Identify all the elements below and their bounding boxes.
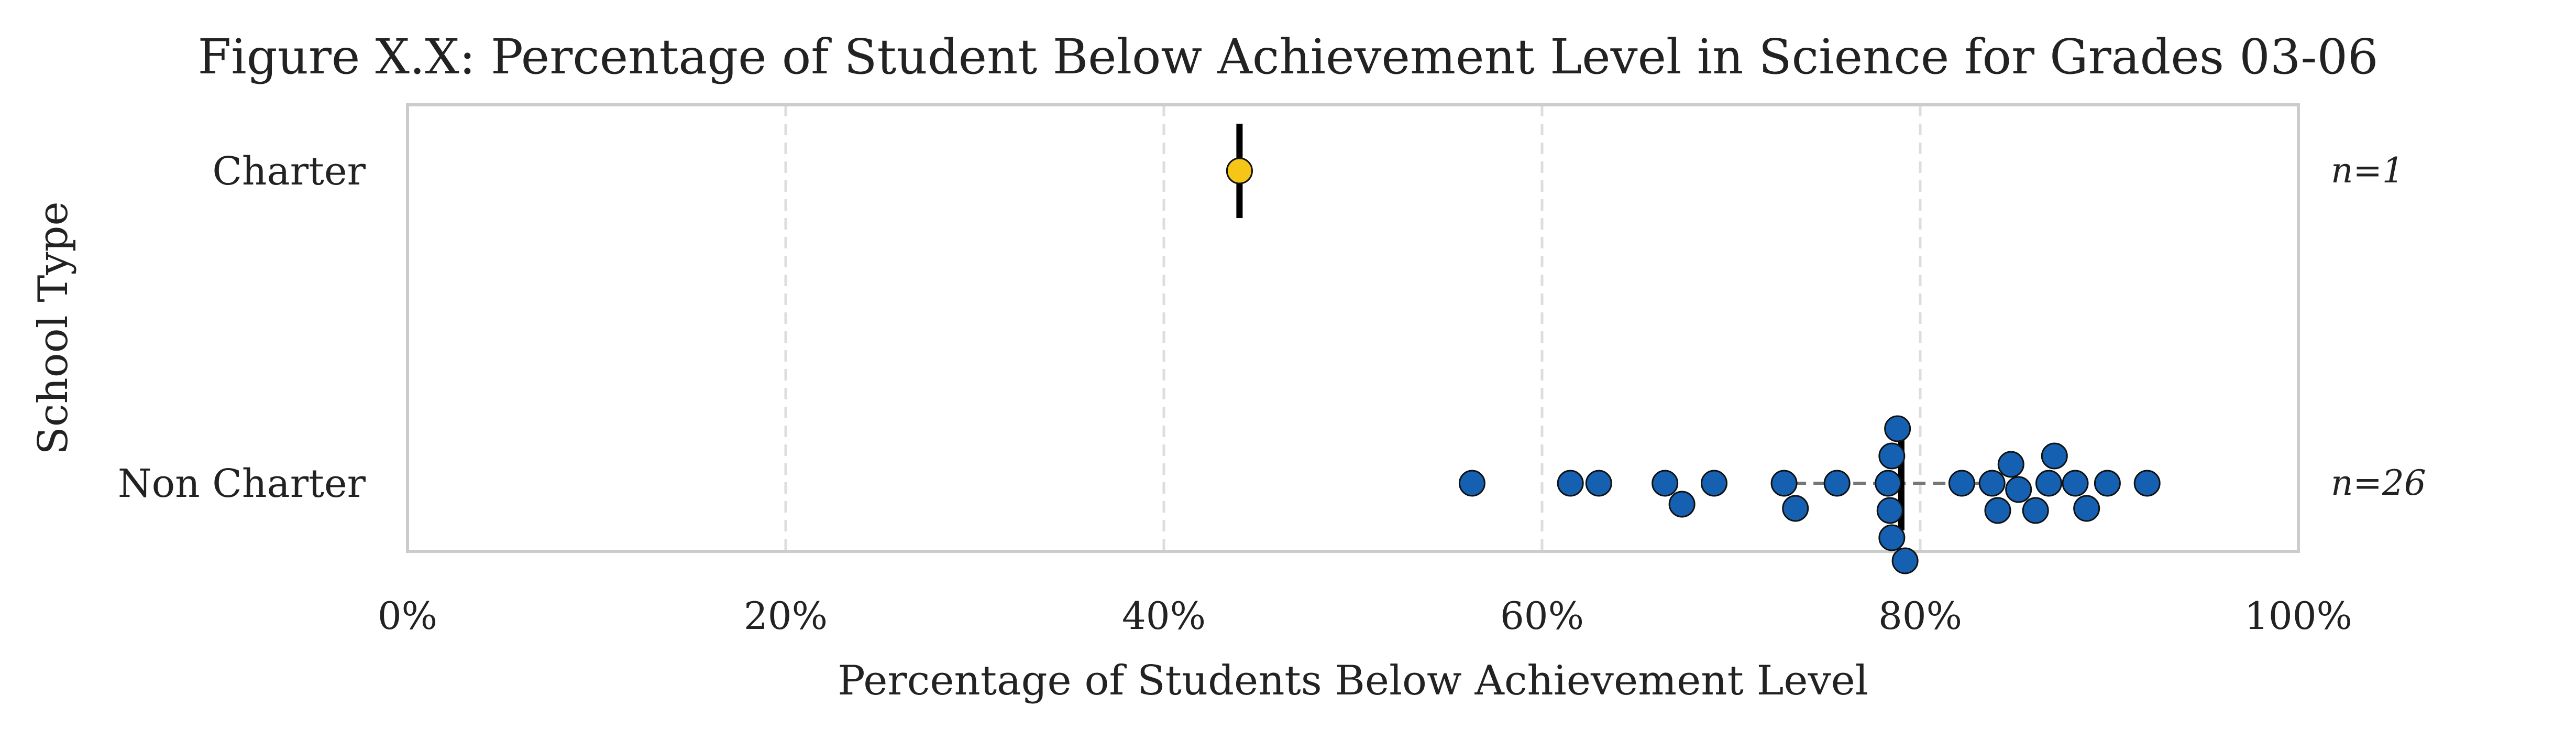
x-tick-label: 100% — [2244, 594, 2352, 638]
data-points — [1226, 157, 2161, 574]
data-point — [1891, 547, 1919, 574]
data-point — [1876, 497, 1903, 524]
x-tick-label: 20% — [744, 594, 828, 638]
data-point — [1978, 470, 2006, 497]
data-point — [1458, 470, 1485, 497]
data-point — [1875, 470, 1902, 497]
data-point — [1948, 470, 1975, 497]
category-label: Charter — [212, 149, 366, 194]
x-tick-labels: 0% 20% 40% 60% 80% 100% — [378, 594, 2352, 638]
x-tick-label: 60% — [1500, 594, 1584, 638]
data-point — [1585, 470, 1612, 497]
data-point — [1652, 470, 1679, 497]
data-point — [1884, 415, 1911, 442]
x-tick-label: 0% — [378, 594, 437, 638]
x-tick-label: 40% — [1122, 594, 1206, 638]
data-point — [2094, 470, 2121, 497]
data-point — [2041, 442, 2068, 470]
median-lines — [1226, 124, 1905, 530]
data-point — [2005, 476, 2032, 503]
data-point — [2035, 470, 2062, 497]
n-label: n=26 — [2331, 463, 2426, 503]
data-point — [1557, 470, 1584, 497]
data-point — [2062, 470, 2089, 497]
grid-lines — [784, 105, 1922, 551]
data-point — [1997, 451, 2024, 478]
data-point — [1878, 442, 1906, 470]
plot-frame — [406, 103, 2300, 553]
data-point — [1823, 470, 1851, 497]
data-point — [1226, 157, 1253, 184]
data-point — [1668, 491, 1696, 518]
n-label: n=1 — [2331, 150, 2404, 191]
data-point — [1984, 497, 2011, 524]
chart-title: Figure X.X: Percentage of Student Below … — [197, 29, 2378, 85]
x-axis-label: Percentage of Students Below Achievement… — [838, 657, 1868, 704]
sample-size-labels: n=1 n=26 — [2331, 150, 2426, 503]
data-point — [2073, 495, 2100, 522]
data-point — [1770, 470, 1798, 497]
data-point — [1782, 495, 1809, 522]
data-point — [2133, 470, 2161, 497]
data-point — [2022, 497, 2049, 524]
category-label: Non Charter — [118, 461, 366, 506]
data-point — [1878, 524, 1906, 551]
y-axis-label: School Type — [30, 201, 77, 454]
data-point — [1701, 470, 1728, 497]
category-labels: Charter Non Charter — [118, 149, 366, 506]
x-tick-label: 80% — [1878, 594, 1962, 638]
